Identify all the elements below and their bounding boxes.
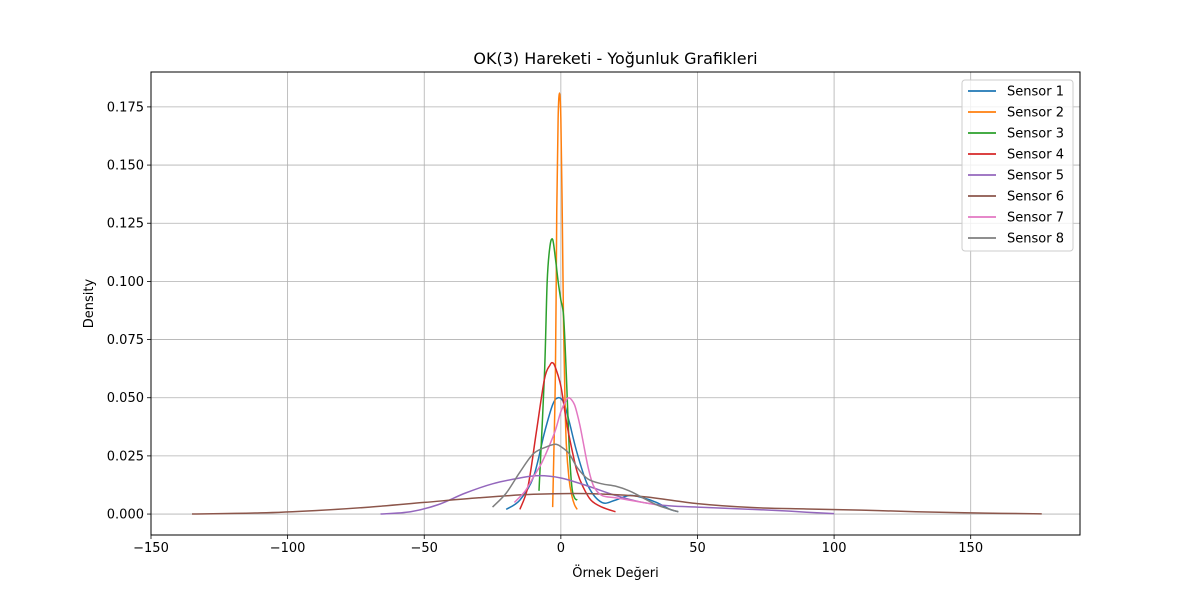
x-tick-label: 0	[557, 541, 565, 556]
x-tick-label: −150	[133, 541, 169, 556]
y-tick-label: 0.175	[107, 100, 144, 115]
y-tick-label: 0.000	[107, 508, 144, 523]
y-tick-label: 0.100	[107, 275, 144, 290]
x-tick-label: −100	[270, 541, 306, 556]
legend-label: Sensor 4	[1007, 148, 1064, 163]
legend: Sensor 1 Sensor 2 Sensor 3 Sensor 4 Sensor 5…	[961, 79, 1074, 252]
chart-title: OK(3) Hareketi - Yoğunluk Grafikleri	[473, 49, 757, 68]
legend-label: Sensor 1	[1007, 85, 1064, 100]
plot-area-frame	[150, 71, 1081, 536]
series-line-sensor-3	[538, 238, 578, 501]
y-axis-label: Density	[82, 278, 97, 328]
legend-label: Sensor 6	[1007, 190, 1064, 205]
legend-box	[961, 79, 1074, 252]
x-tick-label: 150	[958, 541, 983, 556]
series-lines	[191, 92, 1042, 515]
y-tick-label: 0.025	[107, 449, 144, 464]
series-line-sensor-2	[551, 92, 578, 510]
grid	[150, 72, 1080, 535]
y-tick-label: 0.125	[107, 217, 144, 232]
y-tick-label: 0.150	[107, 159, 144, 174]
legend-label: Sensor 5	[1007, 169, 1064, 184]
y-axis-ticks: 0.000 0.025 0.050 0.075 0.100 0.125 0.150 0.175	[107, 100, 151, 523]
y-tick-label: 0.075	[107, 333, 144, 348]
y-tick-label: 0.050	[107, 391, 144, 406]
x-tick-label: 100	[822, 541, 847, 556]
series-line-sensor-8	[492, 443, 679, 513]
legend-label: Sensor 3	[1007, 127, 1064, 142]
series-line-sensor-4	[519, 361, 616, 513]
x-tick-label: −50	[411, 541, 438, 556]
legend-label: Sensor 7	[1007, 211, 1064, 226]
legend-label: Sensor 8	[1007, 232, 1064, 247]
series-line-sensor-5	[380, 474, 835, 515]
series-line-sensor-7	[513, 396, 657, 506]
legend-label: Sensor 2	[1007, 106, 1064, 121]
series-line-sensor-6	[191, 492, 1042, 515]
x-tick-label: 50	[689, 541, 706, 556]
x-axis-label: Örnek Değeri	[572, 564, 658, 581]
x-axis-ticks: −150 −100 −50 0 50 100 150	[133, 535, 983, 556]
